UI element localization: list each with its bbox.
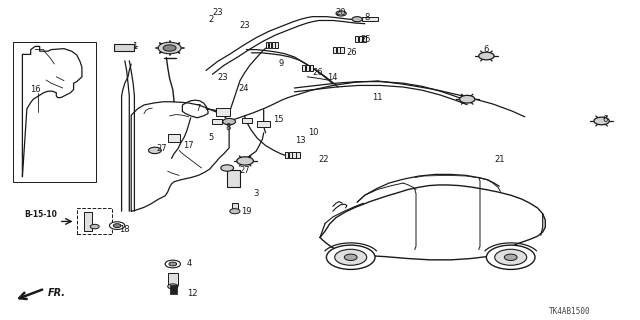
Text: TK4AB1500: TK4AB1500 (548, 307, 591, 316)
Circle shape (168, 284, 178, 289)
Text: 16: 16 (30, 85, 40, 94)
Text: 22: 22 (318, 155, 328, 164)
Bar (269, 42, 271, 48)
Bar (292, 152, 296, 158)
Bar (296, 152, 300, 158)
Bar (13, 42, 96, 182)
Text: 7: 7 (196, 104, 201, 113)
Bar (362, 17, 378, 21)
Bar (232, 203, 238, 210)
Circle shape (344, 254, 357, 260)
Circle shape (237, 157, 253, 165)
Text: 19: 19 (241, 207, 252, 216)
Bar (310, 65, 313, 71)
Bar (275, 42, 278, 48)
Circle shape (109, 222, 125, 229)
Circle shape (479, 52, 494, 60)
Text: 8: 8 (225, 124, 230, 132)
Circle shape (326, 245, 375, 269)
Circle shape (165, 260, 180, 268)
Bar (114, 44, 134, 51)
Circle shape (158, 42, 181, 54)
Text: 26: 26 (313, 68, 323, 77)
Circle shape (504, 254, 517, 260)
Circle shape (495, 249, 527, 265)
Bar (212, 119, 222, 124)
Bar (333, 47, 336, 53)
Text: 4: 4 (186, 259, 191, 268)
Bar (227, 170, 240, 187)
Text: 5: 5 (209, 133, 214, 142)
Circle shape (223, 118, 236, 125)
Bar (242, 118, 252, 123)
Bar (257, 121, 270, 127)
Text: FR.: FR. (48, 288, 66, 298)
Circle shape (113, 224, 121, 228)
Bar (340, 47, 344, 53)
Bar (355, 36, 358, 42)
Text: 20: 20 (336, 8, 346, 17)
Text: 9: 9 (279, 59, 284, 68)
Circle shape (486, 245, 535, 269)
Text: B-15-10: B-15-10 (24, 210, 57, 219)
Circle shape (148, 147, 161, 154)
Text: 6: 6 (484, 45, 489, 54)
Circle shape (460, 95, 475, 103)
Bar (272, 42, 275, 48)
Circle shape (594, 117, 609, 125)
Bar (337, 47, 340, 53)
Text: 1: 1 (132, 42, 137, 51)
Text: 26: 26 (346, 48, 356, 57)
Bar (359, 36, 362, 42)
Text: 23: 23 (240, 21, 250, 30)
Circle shape (169, 262, 177, 266)
Bar (285, 152, 288, 158)
Text: 13: 13 (296, 136, 306, 145)
Text: 24: 24 (238, 84, 248, 93)
Bar (363, 36, 366, 42)
Text: 2: 2 (209, 15, 214, 24)
Text: 15: 15 (273, 116, 284, 124)
Text: 23: 23 (212, 8, 223, 17)
Bar (266, 42, 268, 48)
Text: 6: 6 (602, 116, 607, 124)
Bar (168, 273, 178, 285)
Bar (168, 134, 180, 142)
Text: 21: 21 (494, 155, 504, 164)
Text: 25: 25 (361, 36, 371, 44)
Bar (216, 108, 230, 116)
Bar (77, 208, 112, 234)
Circle shape (221, 165, 234, 171)
Circle shape (335, 249, 367, 265)
Text: 18: 18 (120, 225, 130, 234)
Bar (84, 212, 92, 231)
Text: 12: 12 (187, 289, 197, 298)
Text: 23: 23 (218, 73, 228, 82)
Bar (170, 285, 177, 294)
Text: 27: 27 (239, 166, 250, 175)
Text: 8: 8 (364, 13, 369, 22)
Bar (289, 152, 292, 158)
Text: 14: 14 (328, 73, 338, 82)
Circle shape (90, 224, 99, 229)
Text: 11: 11 (372, 93, 383, 102)
Circle shape (352, 17, 362, 22)
Circle shape (230, 209, 240, 214)
Bar (302, 65, 305, 71)
Text: 27: 27 (156, 144, 166, 153)
Circle shape (336, 11, 346, 16)
Bar (306, 65, 309, 71)
Text: 3: 3 (253, 189, 259, 198)
Circle shape (163, 45, 176, 51)
Text: 17: 17 (184, 141, 194, 150)
Text: 10: 10 (308, 128, 319, 137)
